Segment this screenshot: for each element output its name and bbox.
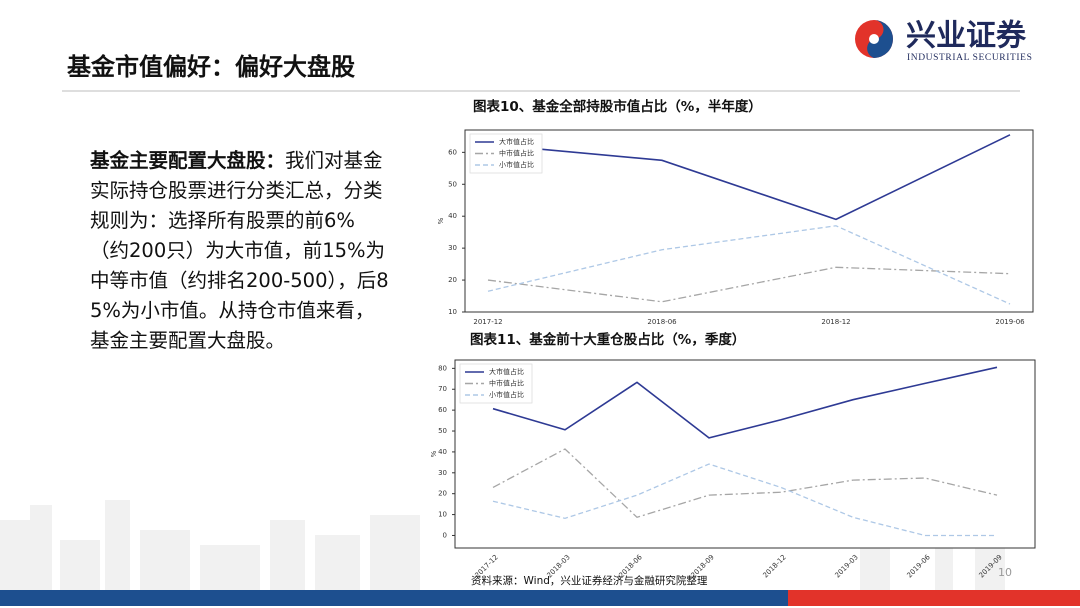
x-tick-label: 2018-06 xyxy=(647,318,677,326)
x-tick-label: 2017-12 xyxy=(473,318,502,326)
y-tick-label: 30 xyxy=(448,244,457,252)
plot-area xyxy=(454,359,1036,549)
logo-name: 兴业证券 xyxy=(906,19,1027,54)
series-line xyxy=(492,448,998,519)
y-tick-label: 0 xyxy=(443,531,447,539)
y-tick-label: 40 xyxy=(438,448,447,456)
legend-label: 小市值占比 xyxy=(489,390,524,399)
footer-bar-red xyxy=(788,590,1080,606)
body-paragraph: 我们对基金实际持仓股票进行分类汇总，分类规则为：选择所有股票的前6%（约200只… xyxy=(90,149,389,352)
legend-label: 大市值占比 xyxy=(489,367,524,376)
plot-area xyxy=(464,129,1034,313)
logo-emblem xyxy=(855,20,893,58)
series-line xyxy=(492,463,997,537)
y-tick-label: 40 xyxy=(448,212,457,220)
body-lead: 基金主要配置大盘股： xyxy=(90,149,286,172)
chart-title: 图表10、基金全部持股市值占比（%，半年度） xyxy=(473,98,762,115)
y-tick-label: 20 xyxy=(438,490,447,498)
x-tick-label: 2019-03 xyxy=(833,553,859,579)
logo-subtitle: INDUSTRIAL SECURITIES xyxy=(907,53,1032,63)
x-tick-label: 2018-12 xyxy=(761,553,787,579)
legend-label: 小市值占比 xyxy=(499,160,534,169)
y-tick-label: 50 xyxy=(438,427,447,435)
body-text: 基金主要配置大盘股：我们对基金实际持仓股票进行分类汇总，分类规则为：选择所有股票… xyxy=(90,146,390,356)
page-number: 10 xyxy=(998,566,1012,579)
legend-label: 中市值占比 xyxy=(489,379,524,388)
y-tick-label: 10 xyxy=(438,511,447,519)
footer-bar-blue xyxy=(0,590,788,606)
y-axis-label: % xyxy=(437,217,445,224)
x-tick-label: 2019-06 xyxy=(995,318,1025,326)
y-tick-label: 80 xyxy=(438,364,447,372)
y-tick-label: 70 xyxy=(438,385,447,393)
y-tick-label: 50 xyxy=(448,180,457,188)
series-line xyxy=(487,225,1011,305)
x-tick-label: 2018-12 xyxy=(821,318,850,326)
legend-label: 中市值占比 xyxy=(499,149,534,158)
y-tick-label: 10 xyxy=(448,308,457,316)
y-axis-label: % xyxy=(430,450,438,457)
y-tick-label: 60 xyxy=(438,406,447,414)
series-line xyxy=(487,134,1011,221)
x-tick-label: 2019-06 xyxy=(905,553,932,580)
series-line xyxy=(492,366,998,439)
slide-title: 基金市值偏好：偏好大盘股 xyxy=(67,53,355,81)
y-tick-label: 20 xyxy=(448,276,457,284)
y-tick-label: 60 xyxy=(448,148,457,156)
y-tick-label: 30 xyxy=(438,469,447,477)
source-note: 资料来源：Wind，兴业证券经济与金融研究院整理 xyxy=(471,574,708,587)
legend-label: 大市值占比 xyxy=(499,137,534,146)
chart-title: 图表11、基金前十大重仓股占比（%，季度） xyxy=(470,331,745,348)
series-line xyxy=(487,266,1011,303)
